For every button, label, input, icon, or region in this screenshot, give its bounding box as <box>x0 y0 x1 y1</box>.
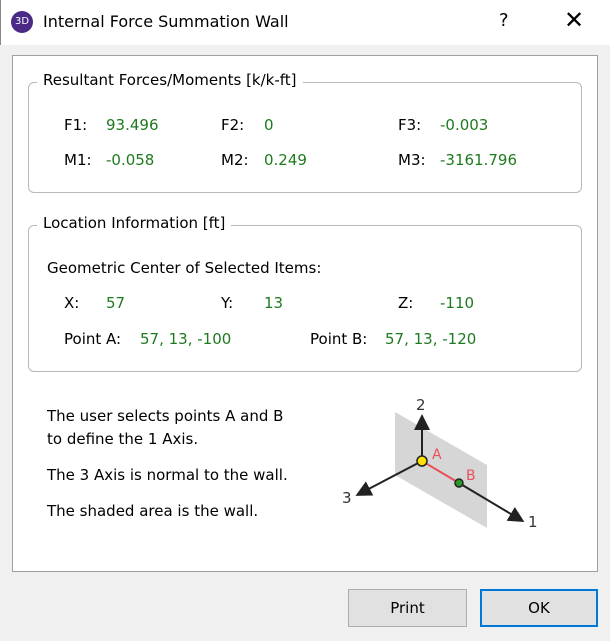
ok-button[interactable]: OK <box>480 589 598 627</box>
note-line-4: The shaded area is the wall. <box>47 502 259 520</box>
title-bar: 3D Internal Force Summation Wall ? ✕ <box>0 0 610 45</box>
point-b-value: 57, 13, -120 <box>385 330 477 348</box>
m3-value: -3161.796 <box>440 151 517 169</box>
point-a-value: 57, 13, -100 <box>140 330 232 348</box>
m3-label: M3: <box>398 151 426 169</box>
note-line-2: to define the 1 Axis. <box>47 430 199 448</box>
y-value: 13 <box>264 294 284 312</box>
f3-label: F3: <box>398 116 422 134</box>
axis-1-label: 1 <box>528 513 538 531</box>
f2-label: F2: <box>221 116 245 134</box>
geometric-center-label: Geometric Center of Selected Items: <box>47 259 322 277</box>
axis-3-label: 3 <box>342 489 352 507</box>
app-icon: 3D <box>11 11 33 33</box>
point-a-label: Point A: <box>64 330 122 348</box>
close-icon[interactable]: ✕ <box>564 6 585 34</box>
y-label: Y: <box>221 294 234 312</box>
f1-value: 93.496 <box>106 116 159 134</box>
help-button[interactable]: ? <box>499 10 509 31</box>
forces-group: Resultant Forces/Moments [k/k-ft] F1: 93… <box>28 71 582 193</box>
location-legend: Location Information [ft] <box>37 214 232 232</box>
axis-3-arrow <box>355 460 423 496</box>
axis-2-label: 2 <box>416 396 426 414</box>
note-line-1: The user selects points A and B <box>47 407 284 425</box>
f1-label: F1: <box>64 116 88 134</box>
m2-label: M2: <box>221 151 249 169</box>
point-a-diagram-label: A <box>432 447 442 463</box>
window-title: Internal Force Summation Wall <box>43 12 289 31</box>
point-b-marker <box>454 478 464 488</box>
f3-value: -0.003 <box>440 116 489 134</box>
note-line-3: The 3 Axis is normal to the wall. <box>47 466 288 484</box>
forces-legend: Resultant Forces/Moments [k/k-ft] <box>37 71 303 89</box>
wall-shape <box>395 412 487 528</box>
content-panel <box>12 55 598 572</box>
m2-value: 0.249 <box>264 151 307 169</box>
point-b-label: Point B: <box>310 330 368 348</box>
x-value: 57 <box>106 294 126 312</box>
m1-value: -0.058 <box>106 151 155 169</box>
print-button[interactable]: Print <box>348 589 467 627</box>
point-a-marker <box>416 455 428 467</box>
z-value: -110 <box>440 294 475 312</box>
z-label: Z: <box>398 294 414 312</box>
point-b-diagram-label: B <box>466 468 476 484</box>
f2-value: 0 <box>264 116 274 134</box>
axis-1-arrow <box>458 482 525 523</box>
m1-label: M1: <box>64 151 92 169</box>
a-b-line <box>421 460 460 484</box>
x-label: X: <box>64 294 80 312</box>
location-group: Location Information [ft] Geometric Cent… <box>28 214 582 372</box>
